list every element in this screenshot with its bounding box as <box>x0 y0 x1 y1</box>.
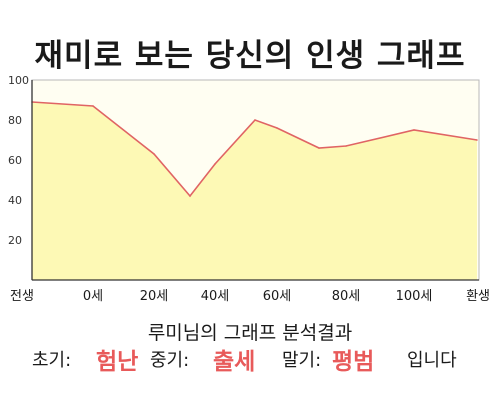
life-graph-chart: 100 80 60 40 20 전생 0세 20세 40세 60세 80세 100세 환생 <box>8 74 490 304</box>
y-tick-label: 80 <box>8 114 22 127</box>
data-point <box>276 127 278 129</box>
y-tick-label: 40 <box>8 194 22 207</box>
y-tick-label: 60 <box>8 154 22 167</box>
data-point <box>189 195 191 197</box>
suffix-text: 입니다 <box>407 350 457 371</box>
data-point <box>318 147 320 149</box>
middle-value: 출세 <box>213 349 256 375</box>
data-point <box>254 119 256 121</box>
x-tick-label: 전생 <box>10 289 34 304</box>
data-point <box>214 163 216 165</box>
middle-label: 중기: <box>150 350 190 371</box>
data-point <box>345 145 347 147</box>
x-tick-label: 80세 <box>332 289 361 304</box>
early-value: 험난 <box>96 349 139 375</box>
x-tick-label: 100세 <box>396 289 433 304</box>
x-tick-label: 60세 <box>263 289 292 304</box>
data-point <box>476 139 478 141</box>
late-value: 평범 <box>332 349 375 375</box>
data-point <box>92 105 94 107</box>
y-tick-label: 100 <box>8 74 29 87</box>
analysis-title: 루미님의 그래프 분석결과 <box>147 322 353 344</box>
data-point <box>153 153 155 155</box>
chart-title: 재미로 보는 당신의 인생 그래프 <box>34 38 466 74</box>
data-point <box>413 129 415 131</box>
y-tick-label: 20 <box>8 234 22 247</box>
x-tick-label: 20세 <box>140 289 169 304</box>
x-tick-label: 40세 <box>201 289 230 304</box>
x-tick-label: 환생 <box>466 289 490 304</box>
x-tick-label: 0세 <box>83 289 103 304</box>
late-label: 말기: <box>282 350 322 371</box>
early-label: 초기: <box>32 350 72 371</box>
